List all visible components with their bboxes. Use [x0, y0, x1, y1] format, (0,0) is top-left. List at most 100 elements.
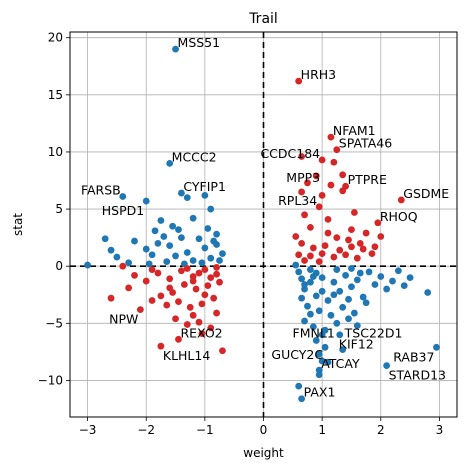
x-tick-label: −2	[137, 423, 155, 437]
data-point	[151, 227, 159, 235]
data-point	[142, 277, 150, 285]
data-point	[298, 395, 306, 403]
data-point	[189, 311, 197, 319]
data-point	[213, 270, 220, 278]
y-tick-label: 5	[55, 202, 63, 216]
data-point	[318, 274, 326, 282]
data-point	[336, 287, 344, 295]
data-point	[304, 302, 311, 310]
data-point	[350, 209, 358, 216]
data-point	[327, 311, 335, 319]
gene-annotation: MPP3	[286, 170, 320, 185]
data-point	[157, 342, 165, 350]
data-point	[295, 77, 303, 85]
data-point	[166, 275, 174, 283]
data-point	[315, 371, 323, 379]
data-point	[175, 298, 182, 306]
data-point	[359, 245, 367, 253]
data-point	[307, 223, 314, 231]
data-point	[342, 271, 349, 279]
data-point	[201, 191, 209, 199]
data-point	[333, 146, 341, 154]
data-point	[315, 203, 323, 211]
data-point	[318, 357, 326, 365]
data-point	[198, 259, 206, 267]
data-point	[213, 230, 220, 238]
data-point	[348, 243, 355, 251]
gene-annotation: RPL34	[278, 193, 317, 208]
data-point	[298, 153, 306, 160]
data-point	[195, 318, 203, 326]
data-point	[318, 250, 326, 258]
data-point	[307, 266, 314, 274]
gene-annotation: STARD13	[389, 368, 446, 383]
data-point	[295, 251, 303, 259]
data-point	[309, 323, 317, 331]
data-point	[189, 257, 197, 264]
data-point	[154, 269, 162, 277]
data-point	[307, 252, 314, 260]
data-point	[207, 205, 215, 213]
data-point	[353, 322, 361, 330]
data-point	[339, 187, 347, 195]
gene-annotation: RAB37	[393, 349, 434, 364]
data-point	[348, 226, 355, 234]
data-point	[330, 291, 338, 299]
data-point	[119, 193, 127, 200]
data-point	[339, 346, 347, 353]
data-point	[345, 315, 352, 323]
data-point	[356, 269, 364, 277]
data-point	[198, 330, 206, 338]
data-point	[216, 278, 223, 286]
data-point	[207, 274, 215, 282]
gene-annotation: HSPD1	[102, 203, 144, 218]
data-point	[107, 294, 115, 302]
data-point	[180, 281, 188, 288]
gene-annotation: CCDC184	[260, 146, 320, 161]
data-point	[175, 226, 182, 234]
data-point	[359, 293, 367, 301]
data-point	[169, 222, 177, 230]
gene-annotation: HRH3	[301, 67, 336, 82]
gene-annotation: PTPRE	[348, 172, 387, 187]
data-point	[324, 229, 332, 237]
data-point	[342, 251, 349, 259]
data-point	[172, 252, 179, 260]
y-tick-label: 15	[48, 88, 63, 102]
data-point	[362, 299, 370, 307]
data-point	[327, 181, 335, 189]
data-point	[131, 271, 138, 279]
data-point	[219, 250, 226, 258]
chart-title: Trail	[248, 11, 278, 27]
data-point	[301, 211, 308, 219]
x-axis-label: weight	[243, 446, 284, 460]
x-tick-label: 2	[377, 423, 385, 437]
data-point	[383, 285, 391, 293]
data-point	[148, 266, 156, 274]
data-point	[292, 261, 300, 269]
data-point	[113, 253, 121, 261]
gene-annotation: NPW	[109, 312, 138, 327]
data-point	[213, 309, 220, 317]
data-point	[307, 310, 314, 318]
data-point	[148, 251, 156, 259]
data-point	[183, 194, 191, 202]
data-point	[356, 239, 364, 247]
data-point	[309, 244, 317, 252]
gene-annotation: CYFIP1	[183, 179, 226, 194]
data-point	[304, 179, 311, 187]
y-tick-label: 20	[48, 31, 63, 45]
data-point	[368, 250, 376, 258]
data-point	[298, 239, 306, 247]
gene-annotation: PAX1	[304, 385, 336, 400]
data-point	[362, 229, 370, 237]
data-point	[166, 159, 174, 167]
data-point	[207, 254, 215, 262]
data-point	[198, 300, 206, 308]
gene-annotation: SPATA46	[339, 136, 392, 151]
data-point	[350, 309, 358, 317]
data-point	[172, 315, 179, 323]
y-tick-label: 10	[48, 145, 63, 159]
data-point	[163, 258, 171, 266]
